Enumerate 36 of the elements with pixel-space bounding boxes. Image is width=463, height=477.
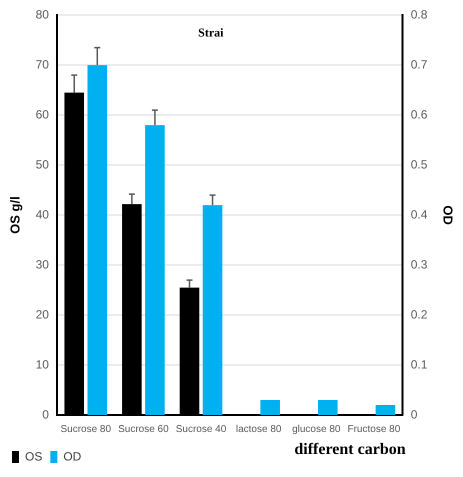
y-tick-label: 30	[36, 257, 50, 272]
y-tick-label: 10	[36, 357, 50, 372]
x-tick-label: glucose 80	[292, 424, 341, 435]
y-tick-label: 0	[42, 407, 50, 422]
y2-tick-label: 0.8	[410, 8, 428, 22]
bar	[318, 400, 338, 415]
x-axis-title: different carbon	[294, 441, 406, 458]
bar	[376, 405, 396, 415]
y-tick-label: 60	[36, 107, 50, 122]
y2-tick-label: 0.5	[410, 157, 428, 172]
legend-label: OS	[25, 449, 42, 464]
bar	[202, 205, 222, 415]
y2-tick-label: 0.4	[410, 207, 428, 222]
annotation: Strai	[198, 25, 224, 40]
bar	[87, 65, 108, 415]
y2-tick-label: 0.3	[410, 257, 428, 272]
y-tick-label: 40	[36, 207, 50, 222]
bar	[260, 400, 280, 415]
y2-axis-title: OD	[440, 205, 456, 225]
y-axis-title: OS g/l	[7, 196, 22, 234]
x-tick-label: Sucrose 80	[60, 424, 112, 435]
y-tick-label: 20	[36, 307, 50, 322]
y-tick-label: 50	[36, 157, 50, 172]
x-tick-label: Sucrose 40	[176, 424, 227, 435]
y2-tick-label: 0	[410, 407, 418, 422]
y2-tick-label: 0.1	[410, 357, 428, 372]
legend-label: OD	[63, 449, 82, 464]
y2-tick-label: 0.7	[410, 57, 428, 72]
y2-tick-label: 0.6	[410, 107, 428, 122]
x-tick-label: lactose 80	[236, 424, 282, 435]
y-tick-label: 80	[36, 8, 50, 22]
x-tick-label: Sucrose 60	[118, 424, 170, 435]
y-tick-label: 70	[36, 57, 50, 72]
x-tick-label: Fructose 80	[348, 424, 401, 435]
bar	[145, 125, 165, 415]
y2-tick-label: 0.2	[410, 307, 428, 322]
